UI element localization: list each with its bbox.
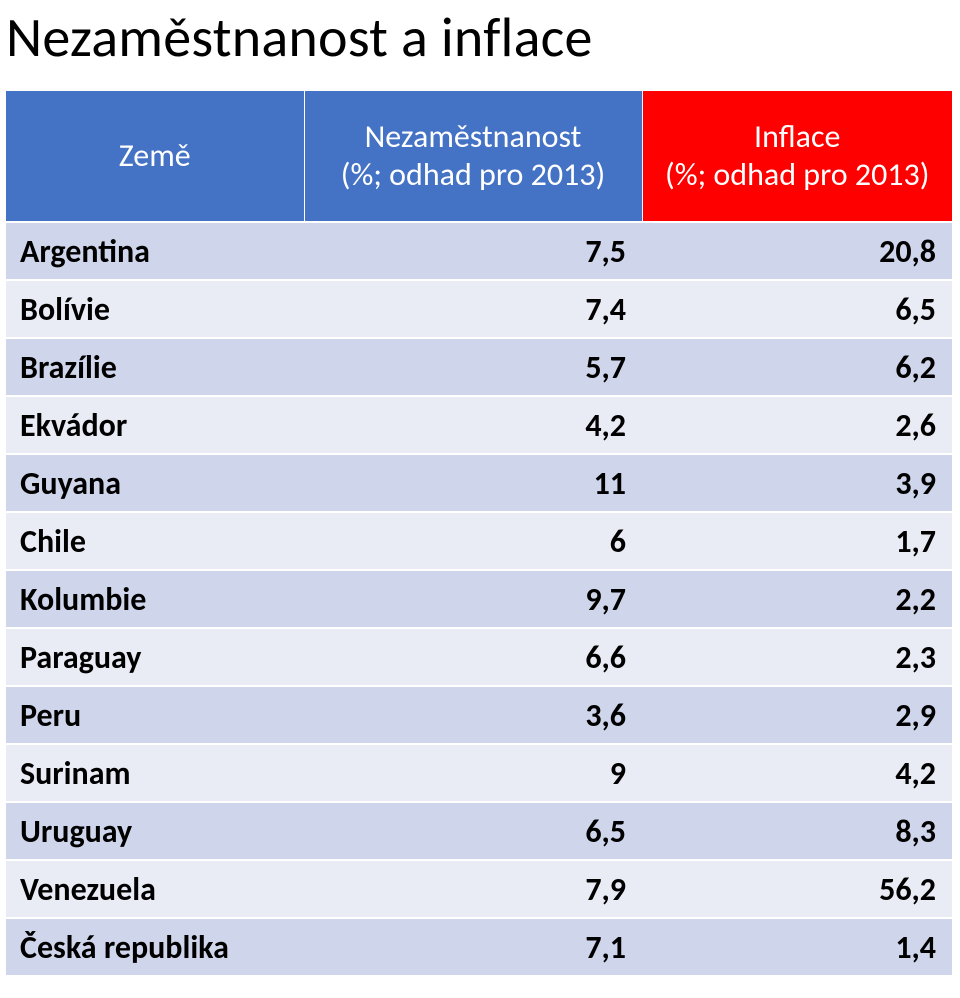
- cell-country: Uruguay: [6, 802, 304, 860]
- col-header-inflation-line1: Inflace: [754, 117, 840, 156]
- cell-country: Chile: [6, 512, 304, 570]
- cell-inflation: 2,2: [642, 570, 952, 628]
- cell-unemployment: 4,2: [304, 396, 642, 454]
- table-row: Česká republika 7,1 1,4: [6, 918, 952, 975]
- page-title: Nezaměstnanost a inflace: [0, 0, 960, 90]
- cell-country: Venezuela: [6, 860, 304, 918]
- cell-country: Bolívie: [6, 280, 304, 338]
- cell-unemployment: 9: [304, 744, 642, 802]
- table-row: Ekvádor 4,2 2,6: [6, 396, 952, 454]
- cell-unemployment: 6: [304, 512, 642, 570]
- col-header-unemployment-line1: Nezaměstnanost: [365, 117, 582, 156]
- col-header-inflation-line2: (%; odhad pro 2013): [665, 155, 929, 194]
- cell-country: Česká republika: [6, 918, 304, 975]
- cell-country: Brazílie: [6, 338, 304, 396]
- table-header-row: Země Nezaměstnanost (%; odhad pro 2013) …: [6, 91, 952, 223]
- cell-country: Surinam: [6, 744, 304, 802]
- table-row: Argentina 7,5 20,8: [6, 222, 952, 280]
- cell-unemployment: 6,5: [304, 802, 642, 860]
- table-row: Kolumbie 9,7 2,2: [6, 570, 952, 628]
- table-row: Venezuela 7,9 56,2: [6, 860, 952, 918]
- table-row: Uruguay 6,5 8,3: [6, 802, 952, 860]
- cell-inflation: 2,9: [642, 686, 952, 744]
- table-row: Chile 6 1,7: [6, 512, 952, 570]
- cell-country: Guyana: [6, 454, 304, 512]
- table-row: Surinam 9 4,2: [6, 744, 952, 802]
- cell-country: Argentina: [6, 222, 304, 280]
- cell-unemployment: 7,4: [304, 280, 642, 338]
- col-header-unemployment: Nezaměstnanost (%; odhad pro 2013): [304, 91, 642, 223]
- col-header-inflation: Inflace (%; odhad pro 2013): [642, 91, 952, 223]
- table-row: Peru 3,6 2,9: [6, 686, 952, 744]
- cell-inflation: 2,6: [642, 396, 952, 454]
- cell-country: Paraguay: [6, 628, 304, 686]
- table-row: Brazílie 5,7 6,2: [6, 338, 952, 396]
- cell-unemployment: 11: [304, 454, 642, 512]
- table-body: Argentina 7,5 20,8 Bolívie 7,4 6,5 Brazí…: [6, 222, 952, 975]
- cell-inflation: 56,2: [642, 860, 952, 918]
- cell-inflation: 3,9: [642, 454, 952, 512]
- cell-unemployment: 5,7: [304, 338, 642, 396]
- col-header-country: Země: [6, 91, 304, 223]
- cell-unemployment: 7,1: [304, 918, 642, 975]
- cell-inflation: 20,8: [642, 222, 952, 280]
- cell-unemployment: 7,5: [304, 222, 642, 280]
- cell-inflation: 1,7: [642, 512, 952, 570]
- cell-inflation: 6,2: [642, 338, 952, 396]
- col-header-unemployment-line2: (%; odhad pro 2013): [341, 155, 605, 194]
- table-row: Bolívie 7,4 6,5: [6, 280, 952, 338]
- economics-table: Země Nezaměstnanost (%; odhad pro 2013) …: [6, 90, 952, 975]
- table-row: Guyana 11 3,9: [6, 454, 952, 512]
- cell-inflation: 2,3: [642, 628, 952, 686]
- cell-unemployment: 9,7: [304, 570, 642, 628]
- cell-unemployment: 7,9: [304, 860, 642, 918]
- table-row: Paraguay 6,6 2,3: [6, 628, 952, 686]
- cell-inflation: 1,4: [642, 918, 952, 975]
- cell-country: Kolumbie: [6, 570, 304, 628]
- cell-inflation: 4,2: [642, 744, 952, 802]
- cell-country: Ekvádor: [6, 396, 304, 454]
- cell-unemployment: 6,6: [304, 628, 642, 686]
- cell-country: Peru: [6, 686, 304, 744]
- cell-unemployment: 3,6: [304, 686, 642, 744]
- cell-inflation: 8,3: [642, 802, 952, 860]
- cell-inflation: 6,5: [642, 280, 952, 338]
